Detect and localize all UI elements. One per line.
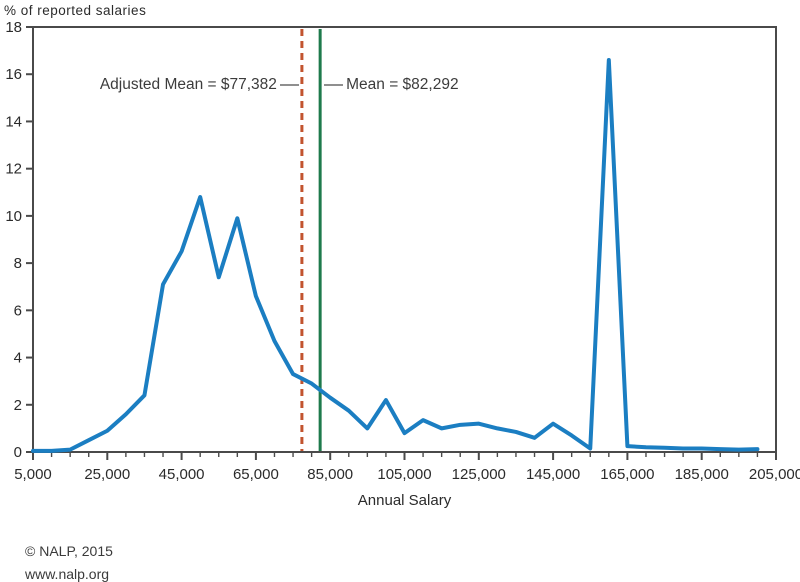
y-tick-label: 16 — [5, 66, 22, 83]
y-tick-label: 8 — [14, 255, 22, 272]
y-axis-title: % of reported salaries — [4, 3, 147, 18]
x-tick-label: 145,000 — [526, 466, 580, 483]
x-tick-label: 25,000 — [84, 466, 130, 483]
copyright-text: © NALP, 2015 — [25, 543, 113, 559]
adjusted-mean-label: Adjusted Mean = $77,382 — [99, 76, 277, 93]
mean-label: Mean = $82,292 — [346, 76, 459, 93]
y-tick-label: 4 — [14, 350, 22, 367]
x-tick-label: 65,000 — [233, 466, 279, 483]
x-tick-label: 105,000 — [377, 466, 431, 483]
y-tick-label: 18 — [5, 19, 22, 36]
y-tick-label: 0 — [14, 444, 22, 461]
y-tick-label: 10 — [5, 208, 22, 225]
y-tick-label: 6 — [14, 302, 22, 319]
x-tick-label: 85,000 — [307, 466, 353, 483]
x-axis-title: Annual Salary — [357, 492, 452, 509]
mean-connector-line — [324, 84, 344, 86]
adjusted-mean-annotation: Adjusted Mean = $77,382 — [100, 76, 299, 94]
y-tick-label: 14 — [5, 113, 22, 130]
mean-annotation: Mean = $82,292 — [324, 76, 459, 94]
x-tick-label: 185,000 — [675, 466, 729, 483]
website-url: www.nalp.org — [25, 566, 110, 582]
x-tick-label: 125,000 — [452, 466, 506, 483]
x-tick-label: 5,000 — [14, 466, 52, 483]
x-tick-label: 45,000 — [159, 466, 205, 483]
x-tick-label: 205,000 — [749, 466, 800, 483]
y-tick-label: 12 — [5, 161, 22, 178]
y-tick-label: 2 — [14, 397, 22, 414]
x-tick-label: 165,000 — [600, 466, 654, 483]
salary-distribution-series — [31, 58, 760, 453]
footer: © NALP, 2015 www.nalp.org — [25, 540, 113, 582]
adjusted-mean-connector-line — [279, 84, 299, 86]
